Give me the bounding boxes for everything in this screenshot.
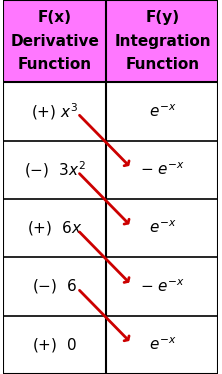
- FancyBboxPatch shape: [107, 257, 218, 316]
- Text: F(x): F(x): [38, 10, 72, 25]
- Text: Function: Function: [18, 57, 92, 72]
- Text: $e^{-x}$: $e^{-x}$: [149, 337, 176, 353]
- Text: $(+)\ \ 6x$: $(+)\ \ 6x$: [27, 219, 83, 237]
- FancyBboxPatch shape: [3, 141, 107, 199]
- Text: $(-)\ \ 3x^2$: $(-)\ \ 3x^2$: [24, 159, 86, 180]
- Text: $- \ e^{-x}$: $- \ e^{-x}$: [140, 278, 185, 295]
- Text: $(+)\ \ 0$: $(+)\ \ 0$: [32, 336, 77, 354]
- FancyBboxPatch shape: [107, 141, 218, 199]
- FancyBboxPatch shape: [3, 316, 107, 374]
- Text: $- \ e^{-x}$: $- \ e^{-x}$: [140, 162, 185, 178]
- Text: $(+)\ x^3$: $(+)\ x^3$: [31, 101, 78, 122]
- Text: $(-)\ \ 6$: $(-)\ \ 6$: [32, 278, 77, 295]
- FancyBboxPatch shape: [107, 199, 218, 257]
- FancyBboxPatch shape: [107, 0, 218, 82]
- FancyBboxPatch shape: [3, 82, 107, 141]
- FancyBboxPatch shape: [107, 82, 218, 141]
- FancyBboxPatch shape: [3, 199, 107, 257]
- Text: Function: Function: [125, 57, 200, 72]
- Text: F(y): F(y): [145, 10, 180, 25]
- FancyBboxPatch shape: [3, 0, 107, 82]
- Text: Derivative: Derivative: [10, 34, 99, 49]
- Text: $e^{-x}$: $e^{-x}$: [149, 220, 176, 236]
- FancyBboxPatch shape: [107, 316, 218, 374]
- Text: $e^{-x}$: $e^{-x}$: [149, 103, 176, 120]
- FancyBboxPatch shape: [3, 257, 107, 316]
- Text: Integration: Integration: [114, 34, 211, 49]
